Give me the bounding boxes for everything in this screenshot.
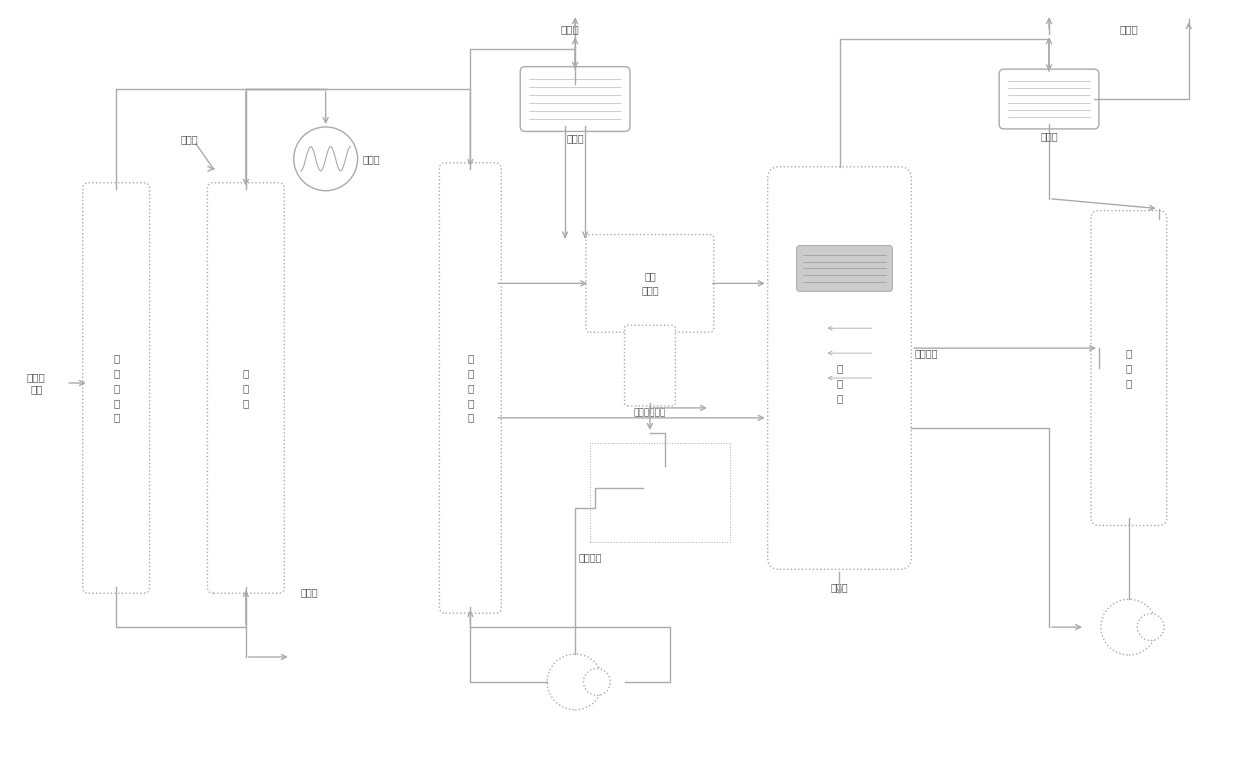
Circle shape [644,465,687,509]
FancyBboxPatch shape [768,167,911,569]
Circle shape [1137,614,1164,641]
Text: 轻油回收: 轻油回收 [578,552,601,562]
Text: 废水酸液处理: 废水酸液处理 [634,408,666,417]
Text: 加热器: 加热器 [362,154,381,164]
FancyBboxPatch shape [521,67,630,131]
Circle shape [672,477,693,498]
Text: 水
洗
塔: 水 洗 塔 [243,368,249,408]
Text: 废液水: 废液水 [301,588,319,598]
Circle shape [547,654,603,710]
FancyBboxPatch shape [439,163,501,613]
Circle shape [294,127,357,190]
FancyBboxPatch shape [587,234,714,333]
FancyBboxPatch shape [999,69,1099,129]
Text: 冷却器: 冷却器 [567,134,584,144]
Text: 生物柴油: 生物柴油 [914,348,937,358]
Text: 洗涤水: 洗涤水 [181,134,198,144]
Circle shape [584,668,610,695]
Text: 轻液
沉降器: 轻液 沉降器 [641,271,658,296]
Text: 轻
油
罐: 轻 油 罐 [1126,348,1132,388]
FancyBboxPatch shape [796,246,893,291]
Text: 闪
蒸
塔: 闪 蒸 塔 [837,363,843,402]
Text: 抽真空: 抽真空 [1120,25,1138,35]
Text: 粗生物
柴油: 粗生物 柴油 [27,372,46,394]
Text: 第
一
蒸
馏
塔: 第 一 蒸 馏 塔 [113,353,119,422]
FancyBboxPatch shape [625,325,676,406]
FancyBboxPatch shape [207,183,284,593]
Circle shape [1101,599,1157,655]
FancyBboxPatch shape [83,183,150,593]
Text: 抽真空: 抽真空 [560,25,579,35]
Text: 冷却器: 冷却器 [1040,131,1058,141]
Text: 第
二
蒸
馏
塔: 第 二 蒸 馏 塔 [467,353,474,422]
Text: 废燃油: 废燃油 [831,582,848,592]
FancyBboxPatch shape [1091,210,1167,525]
FancyBboxPatch shape [590,443,730,542]
